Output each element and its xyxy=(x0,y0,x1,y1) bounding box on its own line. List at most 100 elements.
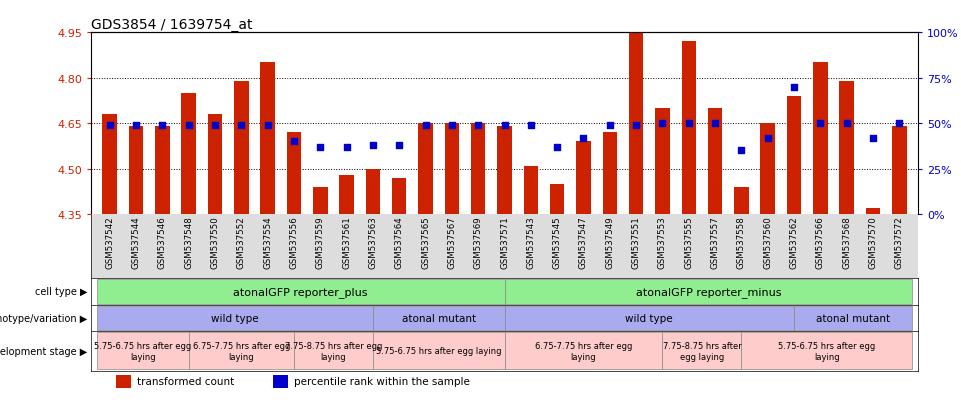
Text: GSM537561: GSM537561 xyxy=(342,216,351,268)
Bar xyxy=(471,124,485,215)
Point xyxy=(208,122,223,129)
Text: GSM537567: GSM537567 xyxy=(448,216,456,268)
Text: GSM537549: GSM537549 xyxy=(605,216,614,268)
Bar xyxy=(505,279,913,304)
Text: GSM537545: GSM537545 xyxy=(553,216,561,268)
Point xyxy=(654,121,670,127)
Text: wild type: wild type xyxy=(210,313,259,323)
Bar xyxy=(234,81,249,215)
Text: GSM537544: GSM537544 xyxy=(132,216,140,268)
Text: percentile rank within the sample: percentile rank within the sample xyxy=(294,377,470,387)
Point xyxy=(733,148,749,154)
Point xyxy=(786,84,801,91)
Point xyxy=(181,122,196,129)
Text: GSM537572: GSM537572 xyxy=(895,216,904,268)
Text: GSM537546: GSM537546 xyxy=(158,216,167,268)
Bar xyxy=(155,127,169,215)
Bar xyxy=(116,375,131,388)
Bar xyxy=(741,332,913,370)
Text: GSM537542: GSM537542 xyxy=(105,216,114,268)
Bar xyxy=(286,133,301,215)
Text: GSM537564: GSM537564 xyxy=(395,216,404,268)
Bar xyxy=(734,188,749,215)
Point xyxy=(234,122,249,129)
Bar xyxy=(392,178,407,215)
Point xyxy=(760,135,776,142)
Bar xyxy=(505,306,794,331)
Bar xyxy=(294,332,373,370)
Bar xyxy=(188,332,294,370)
Bar xyxy=(497,127,512,215)
Text: 6.75-7.75 hrs after egg
laying: 6.75-7.75 hrs after egg laying xyxy=(192,342,290,361)
Point xyxy=(312,144,328,151)
Bar xyxy=(708,109,723,215)
Text: GSM537571: GSM537571 xyxy=(500,216,509,268)
Bar xyxy=(760,124,775,215)
Bar xyxy=(96,306,373,331)
Bar xyxy=(418,124,432,215)
Bar xyxy=(373,306,505,331)
Point xyxy=(707,121,723,127)
Text: 5.75-6.75 hrs after egg laying: 5.75-6.75 hrs after egg laying xyxy=(376,347,502,356)
Bar xyxy=(681,42,696,215)
Text: transformed count: transformed count xyxy=(136,377,234,387)
Text: GSM537563: GSM537563 xyxy=(368,216,378,268)
Text: atonalGFP reporter_minus: atonalGFP reporter_minus xyxy=(636,286,781,297)
Text: atonal mutant: atonal mutant xyxy=(402,313,476,323)
Point xyxy=(681,121,697,127)
Bar xyxy=(787,97,801,215)
Point xyxy=(391,142,407,149)
Point xyxy=(444,122,459,129)
Bar xyxy=(892,127,906,215)
Point xyxy=(102,122,117,129)
Text: GSM537548: GSM537548 xyxy=(185,216,193,268)
Point xyxy=(576,135,591,142)
Text: GSM537553: GSM537553 xyxy=(658,216,667,268)
Text: genotype/variation ▶: genotype/variation ▶ xyxy=(0,313,87,323)
Text: GSM537570: GSM537570 xyxy=(869,216,877,268)
Bar xyxy=(662,332,741,370)
Bar xyxy=(339,175,354,215)
Text: GSM537558: GSM537558 xyxy=(737,216,746,268)
Bar xyxy=(273,375,288,388)
Bar xyxy=(366,169,381,215)
Point xyxy=(813,121,828,127)
Point xyxy=(497,122,512,129)
Point xyxy=(628,122,644,129)
Point xyxy=(365,142,381,149)
Point xyxy=(865,135,880,142)
Text: GSM537560: GSM537560 xyxy=(763,216,773,268)
Point xyxy=(339,144,355,151)
Bar xyxy=(840,81,854,215)
Text: GSM537566: GSM537566 xyxy=(816,216,825,268)
Text: 6.75-7.75 hrs after egg
laying: 6.75-7.75 hrs after egg laying xyxy=(535,342,632,361)
Text: GSM537557: GSM537557 xyxy=(710,216,720,268)
Text: GSM537543: GSM537543 xyxy=(527,216,535,268)
Text: GSM537569: GSM537569 xyxy=(474,216,482,268)
Bar xyxy=(505,332,662,370)
Bar xyxy=(866,209,880,215)
Bar xyxy=(813,63,827,215)
Text: GSM537565: GSM537565 xyxy=(421,216,431,268)
Point xyxy=(839,121,854,127)
Bar xyxy=(129,127,143,215)
Text: cell type ▶: cell type ▶ xyxy=(35,287,87,297)
Bar xyxy=(103,115,117,215)
Text: 5.75-6.75 hrs after egg
laying: 5.75-6.75 hrs after egg laying xyxy=(778,342,875,361)
Point xyxy=(155,122,170,129)
Bar xyxy=(96,332,188,370)
Bar xyxy=(603,133,617,215)
Text: 5.75-6.75 hrs after egg
laying: 5.75-6.75 hrs after egg laying xyxy=(94,342,191,361)
Text: GSM537547: GSM537547 xyxy=(579,216,588,268)
Bar xyxy=(182,94,196,215)
Bar xyxy=(794,306,913,331)
Point xyxy=(471,122,486,129)
Bar xyxy=(373,332,505,370)
Point xyxy=(129,122,144,129)
Point xyxy=(550,144,565,151)
Bar xyxy=(550,184,564,215)
Point xyxy=(260,122,276,129)
Text: GSM537552: GSM537552 xyxy=(236,216,246,268)
Text: 7.75-8.75 hrs after egg
laying: 7.75-8.75 hrs after egg laying xyxy=(284,342,382,361)
Bar xyxy=(524,166,538,215)
